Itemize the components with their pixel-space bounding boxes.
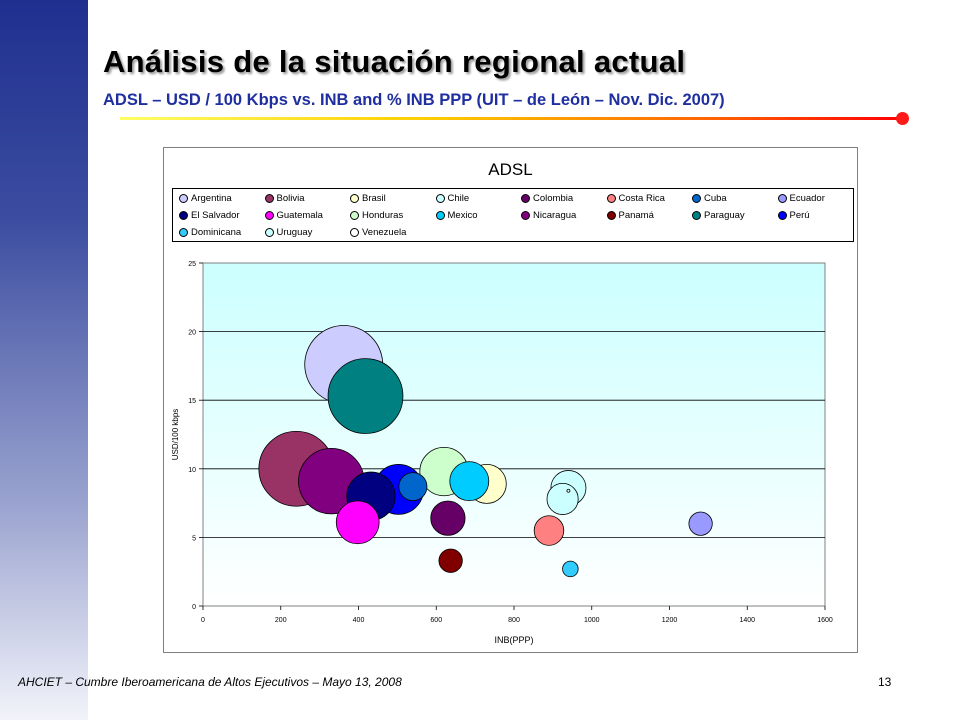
legend-marker xyxy=(179,211,188,220)
legend-item-ecuador: Ecuador xyxy=(777,190,825,207)
legend-item-mexico: Mexico xyxy=(435,207,478,224)
chart-area: 0 5 10 15 20 25 0 200 400 600 800 1000 1200 1400 1600 I… xyxy=(163,147,858,653)
y-axis-label: USD/100 kbps xyxy=(171,409,180,461)
legend-marker xyxy=(606,211,616,220)
y-tick-label: 15 xyxy=(188,398,196,405)
legend-marker xyxy=(777,194,787,203)
title-underline xyxy=(120,117,902,120)
legend-item-panama: Panamá xyxy=(606,207,654,224)
legend-label: Paraguay xyxy=(704,210,745,221)
legend-label: El Salvador xyxy=(191,210,240,221)
x-tick-label: 1400 xyxy=(739,617,755,624)
legend-marker xyxy=(179,228,188,237)
legend-marker xyxy=(435,194,445,203)
legend-label: Nicaragua xyxy=(533,210,577,221)
x-axis-label: INB(PPP) xyxy=(494,635,533,645)
legend-label: Mexico xyxy=(447,210,478,221)
legend-label: Uruguay xyxy=(276,227,313,238)
legend-marker xyxy=(264,228,274,237)
legend-marker xyxy=(777,211,787,220)
bubble-ecuador xyxy=(688,511,713,536)
legend-marker xyxy=(606,194,616,203)
legend-item-brasil: Brasil xyxy=(350,190,386,207)
legend-item-cuba: Cuba xyxy=(692,190,727,207)
y-tick-label: 20 xyxy=(188,330,196,337)
legend-item-costa-rica: Costa Rica xyxy=(606,190,665,207)
legend-label: Brasil xyxy=(362,193,386,204)
legend-item-venezuela: Venezuela xyxy=(350,224,406,241)
legend-label: Argentina xyxy=(191,193,232,204)
bubble-cuba xyxy=(398,472,428,502)
legend-marker xyxy=(435,211,445,220)
bubble-mexico xyxy=(449,461,490,502)
legend-label: Perú xyxy=(789,210,810,221)
x-tick-label: 800 xyxy=(508,617,520,624)
legend-item-colombia: Colombia xyxy=(521,190,573,207)
footer-text: AHCIET – Cumbre Iberoamericana de Altos … xyxy=(18,675,402,689)
y-tick-label: 25 xyxy=(188,261,196,268)
bubble-venezuela xyxy=(566,488,571,493)
legend-label: Guatemala xyxy=(276,210,323,221)
legend-label: Bolivia xyxy=(276,193,305,204)
chart-title: ADSL xyxy=(488,160,533,179)
legend-item-uruguay: Uruguay xyxy=(264,224,313,241)
legend-label: Honduras xyxy=(362,210,404,221)
slide-title: Análisis de la situación regional actual xyxy=(103,44,686,79)
legend-label: Colombia xyxy=(533,193,574,204)
bubble-dominicana xyxy=(562,560,579,578)
slide-sidebar xyxy=(0,0,88,720)
legend-item-el-salvador: El Salvador xyxy=(179,207,240,224)
legend-item-honduras: Honduras xyxy=(350,207,403,224)
x-tick-label: 1000 xyxy=(584,617,600,624)
legend-item-chile: Chile xyxy=(435,190,470,207)
bubble-panama xyxy=(438,548,463,573)
legend-label: Costa Rica xyxy=(618,193,665,204)
legend-item-argentina: Argentina xyxy=(179,190,232,207)
legend-marker xyxy=(350,194,359,203)
bubble-uruguay xyxy=(546,482,579,515)
legend-item-peru: Perú xyxy=(777,207,810,224)
page-number: 13 xyxy=(878,675,892,689)
bubble-costa-rica xyxy=(533,515,565,546)
x-tick-label: 1600 xyxy=(817,617,833,624)
bubble-chart: 0 5 10 15 20 25 0 200 400 600 800 1000 1200 1400 1600 I… xyxy=(171,261,833,645)
chart-legend: Argentina Bolivia Brasil Chile Colombia Costa… xyxy=(172,188,854,242)
y-tick-label: 5 xyxy=(192,535,196,542)
bubble-colombia xyxy=(430,500,466,536)
title-underline-dot xyxy=(896,112,909,125)
legend-marker xyxy=(350,228,359,237)
legend-marker xyxy=(521,194,530,203)
x-tick-label: 1200 xyxy=(662,617,678,624)
x-tick-label: 0 xyxy=(201,617,205,624)
x-tick-label: 600 xyxy=(430,617,442,624)
legend-item-nicaragua: Nicaragua xyxy=(521,207,576,224)
bubble-paraguay xyxy=(327,358,404,434)
legend-marker xyxy=(692,194,701,203)
legend-item-bolivia: Bolivia xyxy=(264,190,305,207)
legend-item-dominicana: Dominicana xyxy=(179,224,241,241)
x-tick-label: 200 xyxy=(275,617,287,624)
legend-marker xyxy=(350,211,359,220)
legend-marker xyxy=(692,211,701,220)
legend-label: Chile xyxy=(447,193,470,204)
legend-label: Panamá xyxy=(618,210,654,221)
legend-label: Dominicana xyxy=(191,227,242,238)
legend-item-paraguay: Paraguay xyxy=(692,207,745,224)
legend-label: Cuba xyxy=(704,193,727,204)
legend-marker xyxy=(264,211,274,220)
legend-marker xyxy=(521,211,530,220)
bubble-guatemala xyxy=(335,500,380,545)
slide-subtitle: ADSL – USD / 100 Kbps vs. INB and % INB … xyxy=(103,91,725,109)
x-tick-label: 400 xyxy=(353,617,365,624)
y-tick-label: 10 xyxy=(188,467,196,474)
legend-label: Ecuador xyxy=(789,193,825,204)
legend-item-guatemala: Guatemala xyxy=(264,207,323,224)
legend-label: Venezuela xyxy=(362,227,407,238)
y-tick-label: 0 xyxy=(192,604,196,611)
legend-marker xyxy=(179,194,188,203)
legend-marker xyxy=(264,194,274,203)
